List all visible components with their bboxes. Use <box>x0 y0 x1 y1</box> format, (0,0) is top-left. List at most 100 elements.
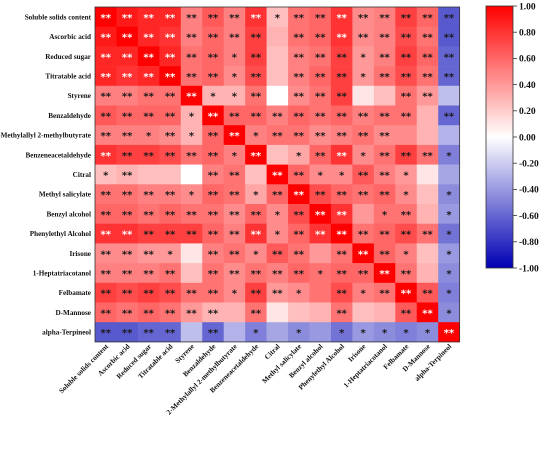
heatmap-cell-r7-c0 <box>95 144 117 165</box>
significance-marker-r0-c15: ** <box>422 13 433 24</box>
significance-marker-r11-c11: ** <box>336 230 347 241</box>
significance-marker-r8-c14: * <box>403 170 409 181</box>
heatmap-cell-r2-c11 <box>330 46 353 67</box>
significance-marker-r6-c8: ** <box>272 131 283 142</box>
significance-marker-r5-c9: ** <box>294 111 305 122</box>
significance-marker-r4-c10: ** <box>315 92 326 103</box>
heatmap-cell-r6-c6 <box>223 125 246 146</box>
significance-marker-r11-c14: ** <box>401 230 412 241</box>
heatmap-cell-r6-c8 <box>266 125 289 146</box>
heatmap-cell-r14-c14 <box>395 282 418 303</box>
heatmap-cell-r14-c12 <box>352 282 375 303</box>
heatmap-cell-r11-c11 <box>330 223 353 244</box>
heatmap-cell-r16-c15 <box>416 322 439 343</box>
significance-marker-r9-c3: ** <box>165 190 176 201</box>
heatmap-cell-r16-c3 <box>159 322 182 343</box>
heatmap-cell-r4-c11 <box>330 85 353 106</box>
colorbar-tick-label-9: -0.80 <box>519 238 539 248</box>
significance-marker-r9-c1: ** <box>122 190 133 201</box>
heatmap-cell-r9-c12 <box>352 184 375 205</box>
heatmap-cell-r11-c13 <box>373 223 396 244</box>
significance-marker-r13-c10: * <box>318 269 324 280</box>
heatmap-cell-r2-c12 <box>352 46 375 67</box>
heatmap-cell-r13-c16 <box>438 263 460 284</box>
heatmap-cell-r7-c14 <box>395 144 418 165</box>
significance-marker-r14-c9: * <box>296 289 302 300</box>
heatmap-cell-r16-c2 <box>137 322 160 343</box>
significance-marker-r5-c11: ** <box>336 111 347 122</box>
heatmap-cell-r2-c4 <box>180 46 203 67</box>
heatmap-cell-r3-c6 <box>223 66 246 87</box>
heatmap-cell-r2-c8 <box>266 46 289 67</box>
heatmap-cell-r10-c2 <box>137 204 160 224</box>
significance-marker-r2-c1: ** <box>122 52 133 63</box>
significance-marker-r9-c2: ** <box>143 190 154 201</box>
heatmap-cell-r3-c16 <box>438 66 460 87</box>
significance-marker-r3-c15: ** <box>422 72 433 83</box>
significance-marker-r12-c16: * <box>446 249 452 260</box>
heatmap-cell-r0-c11 <box>330 7 353 27</box>
heatmap-cell-r11-c0 <box>95 223 117 244</box>
significance-marker-r3-c9: ** <box>294 72 305 83</box>
heatmap-cell-r12-c1 <box>116 243 139 264</box>
significance-marker-r16-c13: * <box>382 328 388 339</box>
heatmap-cell-r9-c4 <box>180 184 203 205</box>
significance-marker-r12-c7: * <box>253 249 259 260</box>
heatmap-cell-r12-c12 <box>352 243 375 264</box>
row-label-7: Benzeneacetaldehyde <box>26 151 91 159</box>
significance-marker-r10-c5: ** <box>208 210 219 221</box>
heatmap-cell-r3-c4 <box>180 66 203 87</box>
colorbar-gradient <box>485 5 514 269</box>
significance-marker-r0-c9: ** <box>294 13 305 24</box>
row-label-9: Methyl salicylate <box>39 191 91 199</box>
significance-marker-r14-c16: * <box>446 289 452 300</box>
significance-marker-r4-c14: ** <box>401 92 412 103</box>
significance-marker-r7-c3: ** <box>165 151 176 162</box>
heatmap-cell-r5-c13 <box>373 105 396 126</box>
significance-marker-r5-c7: ** <box>251 111 262 122</box>
significance-marker-r16-c0: ** <box>100 328 111 339</box>
significance-marker-r13-c2: ** <box>143 269 154 280</box>
significance-marker-r2-c10: ** <box>315 52 326 63</box>
heatmap-cell-r0-c15 <box>416 7 439 27</box>
heatmap-cell-r7-c16 <box>438 144 460 165</box>
significance-marker-r1-c5: ** <box>208 33 219 44</box>
heatmap-cell-r14-c13 <box>373 282 396 303</box>
heatmap-cell-r2-c5 <box>202 46 224 67</box>
row-label-2: Reduced sugar <box>45 53 92 61</box>
heatmap-cell-r15-c2 <box>137 302 160 323</box>
row-label-4: Styrene <box>68 92 91 100</box>
significance-marker-r13-c3: ** <box>165 269 176 280</box>
heatmap-cell-r8-c16 <box>438 164 460 185</box>
heatmap-cell-r7-c7 <box>245 144 267 165</box>
heatmap-cell-r5-c11 <box>330 105 353 126</box>
significance-marker-r4-c11: ** <box>336 92 347 103</box>
heatmap-cell-r1-c1 <box>116 26 139 47</box>
heatmap-cell-r7-c11 <box>330 144 353 165</box>
significance-marker-r1-c7: ** <box>251 33 262 44</box>
heatmap-cell-r0-c0 <box>95 7 117 27</box>
significance-marker-r14-c14: ** <box>401 289 412 300</box>
significance-marker-r6-c1: ** <box>122 131 133 142</box>
significance-marker-r15-c1: ** <box>122 308 133 319</box>
heatmap-cell-r1-c0 <box>95 26 117 47</box>
heatmap-cell-r14-c16 <box>438 282 460 303</box>
heatmap-cell-r5-c6 <box>223 105 246 126</box>
significance-marker-r15-c3: ** <box>165 308 176 319</box>
heatmap-cell-r15-c1 <box>116 302 139 323</box>
heatmap-cell-r8-c6 <box>223 164 246 185</box>
significance-marker-r15-c0: ** <box>100 308 111 319</box>
heatmap-cell-r4-c14 <box>395 85 418 106</box>
heatmap-cell-r10-c12 <box>352 204 375 224</box>
heatmap-cell-r13-c7 <box>245 263 267 284</box>
significance-marker-r4-c7: ** <box>251 92 262 103</box>
significance-marker-r16-c9: * <box>296 328 302 339</box>
heatmap-cell-r11-c2 <box>137 223 160 244</box>
heatmap-cell-r4-c6 <box>223 85 246 106</box>
significance-marker-r10-c4: ** <box>186 210 197 221</box>
heatmap-cell-r14-c10 <box>309 282 332 303</box>
significance-marker-r9-c14: * <box>403 190 409 201</box>
heatmap-cell-r4-c8 <box>266 85 289 106</box>
significance-marker-r14-c2: ** <box>143 289 154 300</box>
heatmap-cell-r2-c15 <box>416 46 439 67</box>
